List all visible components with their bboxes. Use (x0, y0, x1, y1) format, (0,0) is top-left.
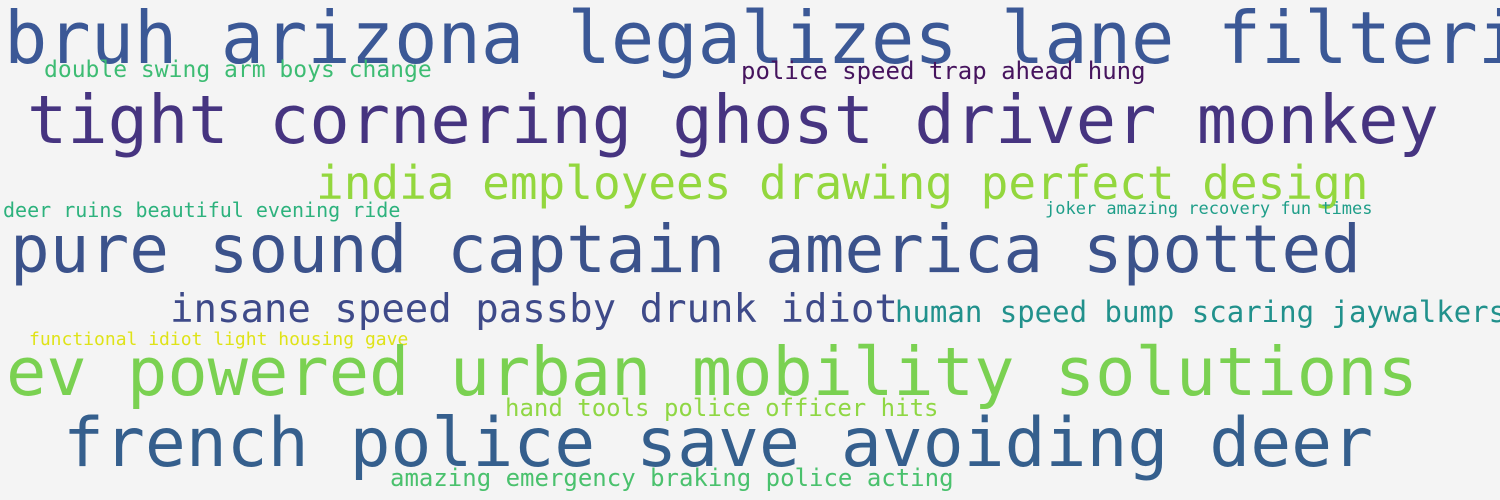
phrase-india-employees-drawing-perfect-design: india employees drawing perfect design (316, 156, 1369, 210)
phrase-french-police-save-avoiding-deer: french police save avoiding deer (63, 404, 1374, 483)
phrase-joker-amazing-recovery-fun-times: joker amazing recovery fun times (1045, 199, 1373, 219)
phrase-deer-ruins-beautiful-evening-ride: deer ruins beautiful evening ride (3, 198, 401, 222)
phrase-bruh-arizona-legalizes-lane-filtering: bruh arizona legalizes lane filtering (4, 0, 1500, 80)
phrase-double-swing-arm-boys-change: double swing arm boys change (44, 57, 432, 83)
phrase-ev-powered-urban-mobility-solutions: ev powered urban mobility solutions (6, 333, 1418, 411)
phrase-pure-sound-captain-america-spotted: pure sound captain america spotted (10, 211, 1362, 288)
phrase-police-speed-trap-ahead-hung: police speed trap ahead hung (741, 57, 1146, 85)
phrase-human-speed-bump-scaring-jaywalkers: human speed bump scaring jaywalkers (895, 295, 1500, 329)
phrase-tight-cornering-ghost-driver-monkey: tight cornering ghost driver monkey (27, 81, 1439, 159)
phrase-hand-tools-police-officer-hits: hand tools police officer hits (505, 394, 939, 422)
phrase-insane-speed-passby-drunk-idiot: insane speed passby drunk idiot (170, 287, 898, 332)
phrase-functional-idiot-light-housing-gave: functional idiot light housing gave (29, 329, 409, 350)
phrase-amazing-emergency-braking-police-acting: amazing emergency braking police acting (390, 464, 954, 492)
